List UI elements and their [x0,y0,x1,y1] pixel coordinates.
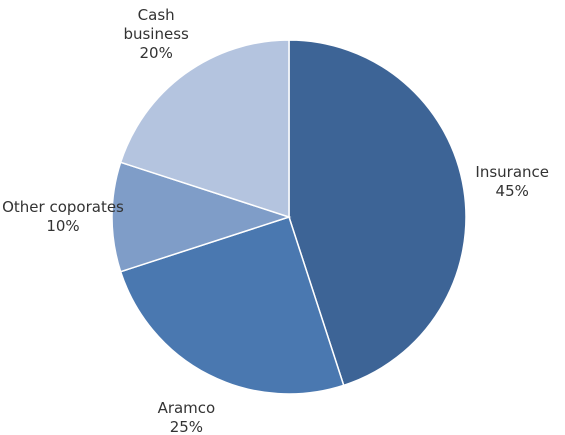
category-label: Cash business [123,5,189,43]
value-label: 45% [495,181,529,200]
pie-slice [119,216,345,395]
slice-label: Cash business 20% [86,6,226,63]
value-label: 20% [139,43,173,62]
pie-slice [119,39,290,219]
pie-slice [288,39,467,387]
pie-slice [111,161,292,273]
category-label: Aramco [157,399,216,418]
value-label: 25% [169,418,204,435]
slice-label: Insurance 45% [442,163,565,201]
slice-label: Aramco 25% [116,399,256,435]
category-label: Other coporates [2,198,124,216]
category-label: Insurance [475,162,549,181]
value-label: 10% [46,217,80,235]
slice-label: Other coporates 10% [0,198,133,236]
